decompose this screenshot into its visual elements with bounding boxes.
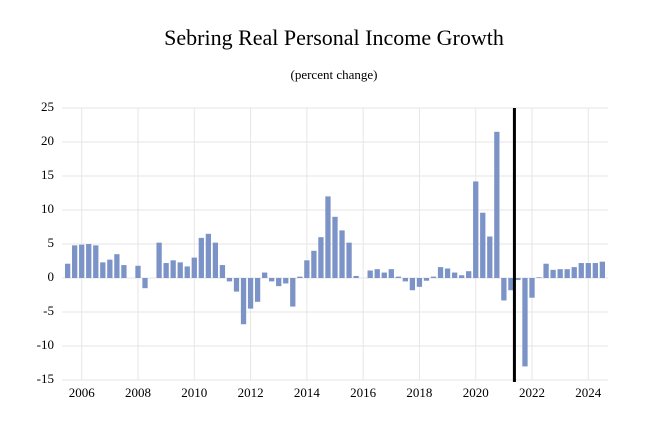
bar: [114, 254, 120, 278]
y-tick-label: -15: [37, 371, 54, 386]
bar: [430, 276, 437, 278]
bar: [543, 263, 549, 278]
bar: [416, 278, 423, 287]
bar: [381, 272, 387, 278]
bar: [536, 277, 542, 278]
bar: [100, 262, 106, 278]
bar: [72, 245, 78, 278]
bar: [64, 263, 71, 278]
bar: [339, 230, 345, 278]
bar: [585, 263, 591, 278]
bar: [318, 237, 324, 278]
y-tick-label: 15: [41, 167, 54, 182]
bar: [592, 263, 598, 278]
bar: [529, 278, 535, 298]
bar: [494, 131, 500, 278]
bar: [247, 278, 254, 309]
y-tick-label: 0: [48, 269, 55, 284]
bar: [437, 267, 444, 278]
bar: [311, 250, 317, 278]
bar: [557, 269, 563, 278]
bar: [599, 261, 606, 278]
bar: [395, 276, 401, 278]
bar: [409, 278, 416, 291]
x-tick-label: 2020: [463, 385, 489, 400]
bar: [487, 236, 493, 278]
bar: [297, 276, 303, 278]
bar: [254, 278, 261, 302]
y-tick-label: -5: [43, 303, 54, 318]
bar: [177, 262, 183, 278]
bar: [508, 278, 514, 291]
bar: [564, 269, 570, 278]
bar: [205, 233, 211, 278]
bar: [156, 242, 162, 278]
bar: [473, 181, 479, 278]
bar: [142, 278, 148, 289]
bar: [290, 278, 296, 307]
bar: [304, 260, 310, 278]
bar: [163, 263, 169, 278]
bar: [262, 272, 268, 278]
x-tick-label: 2024: [575, 385, 602, 400]
bar: [184, 266, 190, 278]
bar: [571, 267, 577, 278]
bar: [86, 244, 92, 278]
bar: [550, 269, 556, 278]
bar: [121, 265, 127, 278]
chart-subtitle: (percent change): [291, 67, 378, 82]
bar: [451, 272, 458, 278]
bar: [578, 263, 584, 278]
bar: [226, 278, 233, 282]
bar: [283, 278, 289, 284]
bar: [212, 242, 219, 278]
y-tick-label: 20: [41, 133, 54, 148]
bar: [93, 245, 99, 278]
chart-title: Sebring Real Personal Income Growth: [164, 25, 504, 50]
x-tick-label: 2008: [125, 385, 151, 400]
x-tick-label: 2016: [350, 385, 377, 400]
bar: [346, 242, 352, 278]
bar: [501, 278, 507, 301]
bar: [79, 244, 85, 278]
bar: [423, 278, 430, 281]
bar: [332, 216, 338, 278]
bar: [388, 269, 394, 278]
bar: [198, 237, 204, 278]
bar: [276, 278, 282, 287]
bar: [233, 278, 240, 292]
bar: [522, 278, 528, 367]
bar: [353, 275, 359, 278]
bar: [444, 268, 451, 278]
bar: [191, 257, 197, 278]
bar: [374, 269, 380, 278]
bar: [402, 278, 408, 282]
bar: [135, 265, 141, 278]
bar: [219, 265, 226, 278]
x-tick-label: 2006: [69, 385, 96, 400]
bar: [515, 278, 521, 281]
y-tick-label: 10: [41, 201, 54, 216]
bar: [170, 260, 176, 278]
bar: [269, 278, 275, 282]
bar: [367, 270, 373, 278]
x-tick-label: 2022: [519, 385, 545, 400]
y-tick-label: -10: [37, 337, 54, 352]
bar: [240, 278, 247, 325]
x-tick-label: 2014: [294, 385, 321, 400]
bar: [466, 271, 472, 278]
x-tick-label: 2010: [181, 385, 207, 400]
bar: [480, 212, 486, 278]
bar: [107, 259, 113, 278]
y-tick-label: 25: [41, 99, 54, 114]
x-tick-label: 2018: [406, 385, 432, 400]
bar: [459, 275, 465, 278]
x-tick-label: 2012: [238, 385, 264, 400]
bar: [325, 196, 331, 278]
y-tick-label: 5: [48, 235, 55, 250]
